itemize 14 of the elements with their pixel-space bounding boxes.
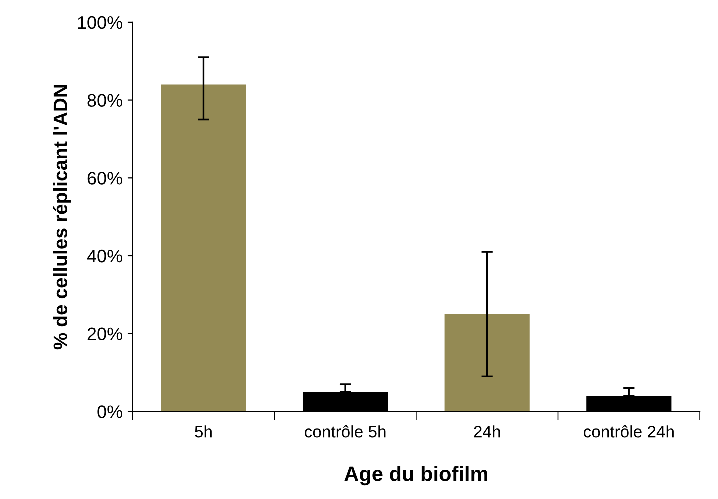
y-tick-label: 60% <box>88 172 122 185</box>
y-tick-label: 40% <box>87 250 122 263</box>
x-tick-label: 24h <box>474 426 500 438</box>
x-tick-label: contrôle 5h <box>305 426 386 438</box>
y-tick-label: 0% <box>98 406 122 418</box>
y-tick-label: 20% <box>88 328 122 341</box>
x-tick-label: 5h <box>195 426 212 438</box>
y-tick-label: 80% <box>88 94 122 108</box>
x-axis-title: Age du biofilm <box>344 466 488 486</box>
x-tick-label: contrôle 24h <box>584 426 674 438</box>
bar <box>444 314 530 412</box>
y-axis-title: % de cellules réplicant l'ADN <box>53 85 72 350</box>
bar <box>161 84 246 412</box>
y-tick-label: 100% <box>78 16 122 30</box>
